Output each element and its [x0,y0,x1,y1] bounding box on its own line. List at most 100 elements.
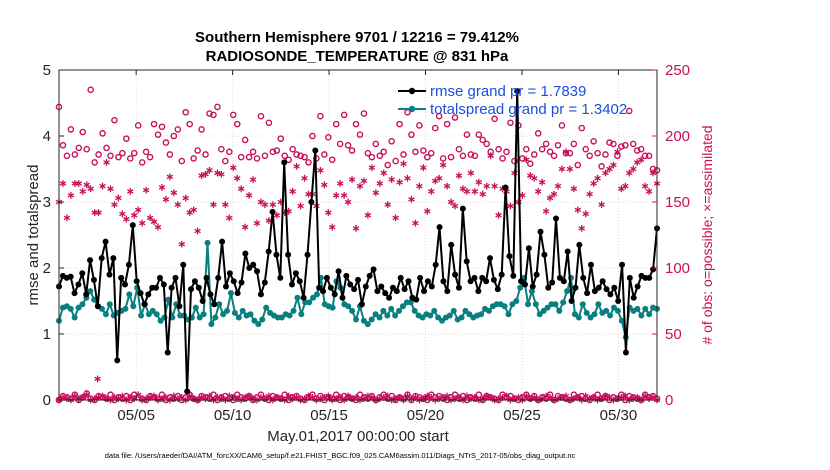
asterisk-stroke [586,191,593,197]
totalspread-point [544,304,551,311]
obs-assimilated-marker [226,392,233,400]
obs-possible-marker [384,161,392,169]
rmse-point [110,255,117,262]
totalspread-point [384,312,391,319]
rmse-point [611,284,618,291]
obs-possible-marker [150,120,158,128]
rmse-point [211,301,218,308]
asterisk-stroke [87,186,94,192]
asterisk-stroke [424,208,431,214]
rmse-point [277,274,284,281]
obs-possible-marker [317,112,324,120]
totalspread-point [102,311,109,318]
obs-assimilated-marker [586,190,593,198]
obs-possible-marker [297,152,304,160]
rmse-point [75,281,82,288]
totalspread-point [353,316,360,323]
obs-possible-marker [289,145,296,153]
y-tick-label: 5 [43,62,51,79]
obs-assimilated-marker [443,182,451,190]
totalspread-point [638,312,645,319]
obs-assimilated-marker [376,180,384,187]
asterisk-stroke [127,189,134,194]
rmse-point [448,241,455,248]
asterisk-stroke [210,202,217,207]
rmse-point [156,274,163,281]
rmse-point [261,279,268,286]
rmse-point [580,274,587,281]
rmse-point [521,281,528,288]
rmse-point [257,291,264,298]
obs-possible-marker [138,159,146,166]
obs-possible-marker [594,149,601,157]
totalspread-point [407,299,414,306]
rmse-point [83,291,90,298]
obs-assimilated-marker [162,195,170,203]
asterisk-stroke [154,224,162,230]
obs-assimilated-marker [340,192,348,199]
asterisk-stroke [321,182,328,188]
totalspread-point [360,317,367,324]
asterisk-stroke [206,168,213,173]
totalspread-point [145,311,152,318]
obs-possible-marker [178,157,186,165]
asterisk-stroke [562,393,570,399]
asterisk-stroke [194,228,201,234]
totalspread-point [466,311,473,318]
asterisk-stroke [507,203,514,209]
legend-rmse-label: rmse grand pr = 1.7839 [430,83,586,100]
rmse-point [250,261,257,268]
asterisk-stroke [273,395,281,400]
asterisk-stroke [325,393,332,399]
asterisk-stroke [166,174,174,180]
rmse-point [164,349,171,356]
obs-assimilated-marker [483,182,490,190]
obs-assimilated-marker [229,164,237,172]
asterisk-stroke [257,199,265,205]
obs-possible-marker [443,120,451,128]
obs-possible-marker [71,151,79,158]
obs-assimilated-marker [289,188,296,195]
asterisk-stroke [198,395,205,400]
rmse-point [242,250,249,257]
totalspread-point [313,291,320,298]
obs-assimilated-marker [194,227,201,235]
obs-possible-marker [222,157,229,165]
obs-possible-marker [618,143,625,150]
asterisk-stroke [578,226,586,231]
obs-possible-marker [328,156,336,164]
totalspread-point [575,314,582,321]
rmse-point [281,159,288,166]
asterisk-stroke [459,186,467,192]
totalspread-point [399,303,406,310]
obs-possible-marker [511,157,518,165]
totalspread-point [67,305,74,312]
asterisk-stroke [625,170,633,176]
totalspread-point [372,311,379,318]
obs-possible-marker [146,153,154,161]
totalspread-point [87,288,94,295]
rmse-point [176,303,183,310]
rmse-point [417,274,424,281]
rmse-point [587,261,594,268]
obs-possible-marker [142,148,150,156]
obs-assimilated-marker [602,392,609,400]
rmse-point [79,270,86,277]
totalspread-point [388,305,395,312]
totalspread-point [349,307,356,314]
obs-assimilated-marker [95,209,102,216]
asterisk-stroke [170,393,178,399]
obs-possible-marker [451,114,459,121]
totalspread-point [583,309,590,316]
asterisk-stroke [241,395,249,400]
asterisk-stroke [182,195,190,201]
obs-possible-marker [87,86,94,94]
obs-assimilated-marker [602,169,609,177]
asterisk-stroke [83,392,91,397]
obs-assimilated-marker [392,214,399,222]
asterisk-stroke [574,395,582,400]
rmse-point [413,296,420,303]
asterisk-stroke [229,395,237,400]
rmse-point [114,357,121,364]
obs-assimilated-marker [582,210,589,218]
